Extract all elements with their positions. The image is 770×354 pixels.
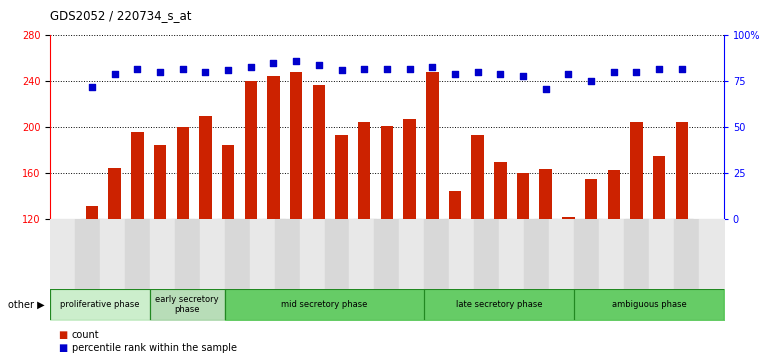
- Bar: [494, 162, 507, 219]
- Bar: [517, 173, 529, 219]
- Text: late secretory phase: late secretory phase: [456, 300, 543, 309]
- Bar: [675, 122, 688, 219]
- Bar: [403, 119, 416, 219]
- Point: [109, 71, 121, 77]
- Point: [426, 64, 438, 69]
- Point: [245, 64, 257, 69]
- Bar: [471, 136, 484, 219]
- Text: ambiguous phase: ambiguous phase: [611, 300, 686, 309]
- Point: [313, 62, 325, 68]
- Bar: [608, 170, 620, 219]
- Text: GDS2052 / 220734_s_at: GDS2052 / 220734_s_at: [50, 9, 192, 22]
- Point: [653, 66, 665, 72]
- Point: [562, 71, 574, 77]
- Bar: [358, 122, 370, 219]
- Point: [154, 69, 166, 75]
- Bar: [313, 85, 325, 219]
- Point: [675, 66, 688, 72]
- Point: [176, 66, 189, 72]
- Bar: [290, 72, 303, 219]
- Text: proliferative phase: proliferative phase: [60, 300, 139, 309]
- Bar: [245, 81, 257, 219]
- Bar: [154, 145, 166, 219]
- Point: [336, 68, 348, 73]
- Text: early secretory
phase: early secretory phase: [156, 295, 219, 314]
- Point: [540, 86, 552, 92]
- Point: [199, 69, 212, 75]
- Bar: [109, 168, 121, 219]
- Bar: [630, 122, 643, 219]
- Point: [585, 79, 598, 84]
- Point: [267, 60, 280, 66]
- Bar: [562, 217, 574, 219]
- Bar: [267, 76, 280, 219]
- Bar: [335, 136, 348, 219]
- Point: [290, 58, 303, 64]
- Text: ■: ■: [58, 343, 67, 353]
- Text: ■: ■: [58, 330, 67, 339]
- Text: other ▶: other ▶: [8, 299, 45, 309]
- Text: percentile rank within the sample: percentile rank within the sample: [72, 343, 236, 353]
- Point: [471, 69, 484, 75]
- Point: [608, 69, 620, 75]
- Point: [381, 66, 393, 72]
- Bar: [85, 206, 99, 219]
- Point: [517, 73, 529, 79]
- Bar: [585, 179, 598, 219]
- Bar: [131, 132, 144, 219]
- Bar: [449, 191, 461, 219]
- Text: mid secretory phase: mid secretory phase: [281, 300, 368, 309]
- Point: [358, 66, 370, 72]
- Bar: [540, 169, 552, 219]
- Bar: [653, 156, 665, 219]
- Bar: [380, 126, 393, 219]
- Point: [222, 68, 234, 73]
- Point: [494, 71, 507, 77]
- Point: [86, 84, 99, 90]
- Point: [403, 66, 416, 72]
- Bar: [426, 72, 439, 219]
- Point: [449, 71, 461, 77]
- Bar: [199, 116, 212, 219]
- Bar: [222, 145, 234, 219]
- Point: [131, 66, 143, 72]
- Text: count: count: [72, 330, 99, 339]
- Bar: [176, 127, 189, 219]
- Point: [631, 69, 643, 75]
